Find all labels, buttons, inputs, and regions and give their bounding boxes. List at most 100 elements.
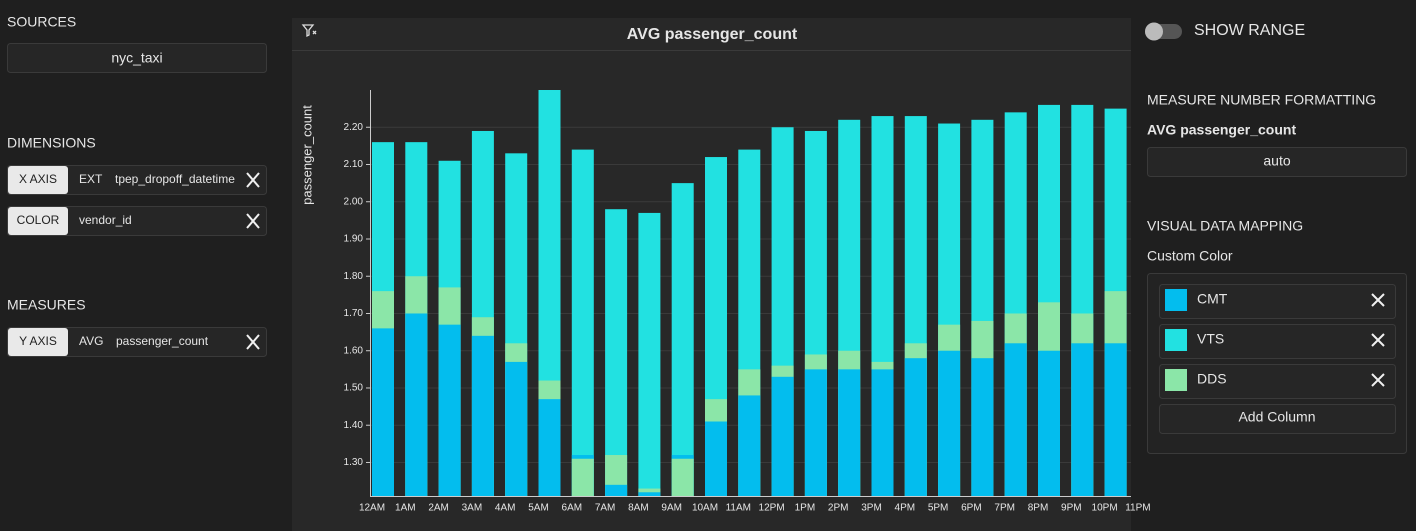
bar	[871, 369, 894, 496]
source-box[interactable]	[7, 43, 267, 73]
role-pill	[8, 328, 68, 356]
x-tick-label: 10PM	[1092, 503, 1118, 514]
x-tick-label: 2PM	[828, 503, 849, 514]
x-tick-label: 8AM	[628, 503, 649, 514]
func: EXT	[79, 172, 103, 186]
func: AVG	[79, 334, 103, 348]
x-tick-label: 4AM	[495, 503, 516, 514]
bar	[1071, 343, 1094, 496]
bar	[904, 358, 927, 496]
x-tick-label: 1PM	[795, 503, 816, 514]
heading: MEASURE NUMBER FORMATTING	[1147, 92, 1376, 108]
y-tick-label: 2.00	[344, 196, 364, 207]
bar	[638, 212, 661, 497]
bar	[771, 376, 794, 496]
bar	[571, 458, 594, 496]
bar	[571, 149, 594, 497]
remove-button[interactable]	[1371, 333, 1385, 347]
label: Custom Color	[1147, 248, 1233, 264]
filter-icon[interactable]	[301, 24, 317, 38]
bar	[671, 458, 694, 496]
remove-button[interactable]	[246, 213, 260, 229]
plot: 1.30 1.40 1.50 1.60 1.70 1.80 1.90 2.00 2.10 2.20…	[344, 90, 1151, 514]
bar	[671, 183, 694, 496]
field: vendor_id	[79, 213, 132, 227]
y-tick-label: 2.20	[344, 122, 364, 133]
y-tick-label: 1.70	[344, 308, 364, 319]
x-tick-label: 11AM	[726, 503, 751, 514]
x-tick-label: 9AM	[661, 503, 682, 514]
format-select[interactable]	[1147, 147, 1407, 177]
legend-swatch	[1165, 369, 1187, 391]
legend-row	[1159, 364, 1396, 399]
x-tick-label: 3AM	[462, 503, 483, 514]
format[interactable]: auto	[1263, 153, 1290, 169]
bar	[738, 395, 761, 496]
add-column-button[interactable]	[1159, 404, 1396, 434]
y-tick-label: 2.10	[344, 159, 364, 170]
x-tick-label: 12PM	[759, 503, 785, 514]
remove-button[interactable]	[246, 334, 260, 350]
x-tick-label: 11PM	[1125, 503, 1150, 514]
bar	[638, 488, 661, 496]
x-tick-label: 6PM	[961, 503, 982, 514]
dimension-row[interactable]	[7, 206, 267, 236]
remove-button[interactable]	[1371, 293, 1385, 307]
measure-row[interactable]	[7, 327, 267, 357]
y-tick-label: 1.50	[344, 383, 364, 394]
x-tick-label: 12AM	[359, 503, 385, 514]
dimension-row[interactable]	[7, 165, 267, 195]
role-pill	[8, 166, 68, 194]
bar	[1004, 343, 1027, 496]
bar	[1104, 343, 1127, 496]
bar	[638, 492, 661, 496]
heading: MEASURES	[7, 297, 86, 313]
legend-swatch	[1165, 329, 1187, 351]
remove-button[interactable]	[1371, 373, 1385, 387]
x-tick-label: 8PM	[1028, 503, 1049, 514]
x-tick-label: 6AM	[562, 503, 583, 514]
legend-row	[1159, 284, 1396, 319]
y-tick-label: 1.40	[344, 420, 364, 431]
y-tick-label: 1.90	[344, 234, 364, 245]
heading: SOURCES	[7, 14, 76, 30]
legend: CMT VTS DDS	[1159, 284, 1396, 399]
bar	[705, 421, 727, 496]
bar	[505, 361, 528, 496]
x-tick-label: 5AM	[528, 503, 549, 514]
legend-label: DDS	[1197, 371, 1227, 387]
x-tick-label: 9PM	[1061, 503, 1082, 514]
field: tpep_dropoff_datetime	[115, 172, 235, 186]
bar	[372, 328, 394, 496]
x-tick-label: 4PM	[895, 503, 916, 514]
x-tick-label: 1AM	[395, 503, 416, 514]
y-tick-label: 1.60	[344, 345, 364, 356]
bar	[804, 369, 827, 496]
toggle-knob[interactable]	[1145, 22, 1163, 41]
y-tick-label: 1.80	[344, 271, 364, 282]
source[interactable]: nyc_taxi	[111, 50, 162, 66]
legend-label: CMT	[1197, 291, 1228, 307]
role: Y AXIS	[19, 334, 57, 348]
bar	[538, 399, 561, 496]
x-tick-label: 5PM	[928, 503, 949, 514]
remove-button[interactable]	[246, 172, 260, 188]
x-tick-label: 7AM	[595, 503, 616, 514]
measure-name: AVG passenger_count	[1147, 122, 1296, 138]
bar	[405, 313, 428, 496]
bar	[838, 369, 861, 496]
x-tick-label: 2AM	[428, 503, 449, 514]
bar	[438, 324, 461, 496]
x-tick-label: 10AM	[692, 503, 718, 514]
bar	[605, 209, 628, 496]
y-tick-label: 1.30	[344, 457, 364, 468]
bar	[1038, 350, 1060, 496]
heading: VISUAL DATA MAPPING	[1147, 218, 1303, 234]
chart-title: AVG passenger_count	[627, 26, 798, 43]
add-column[interactable]: Add Column	[1238, 409, 1315, 425]
bar	[971, 358, 994, 496]
field: passenger_count	[116, 334, 209, 348]
x-tick-label: 3PM	[861, 503, 882, 514]
role-pill	[8, 207, 68, 235]
